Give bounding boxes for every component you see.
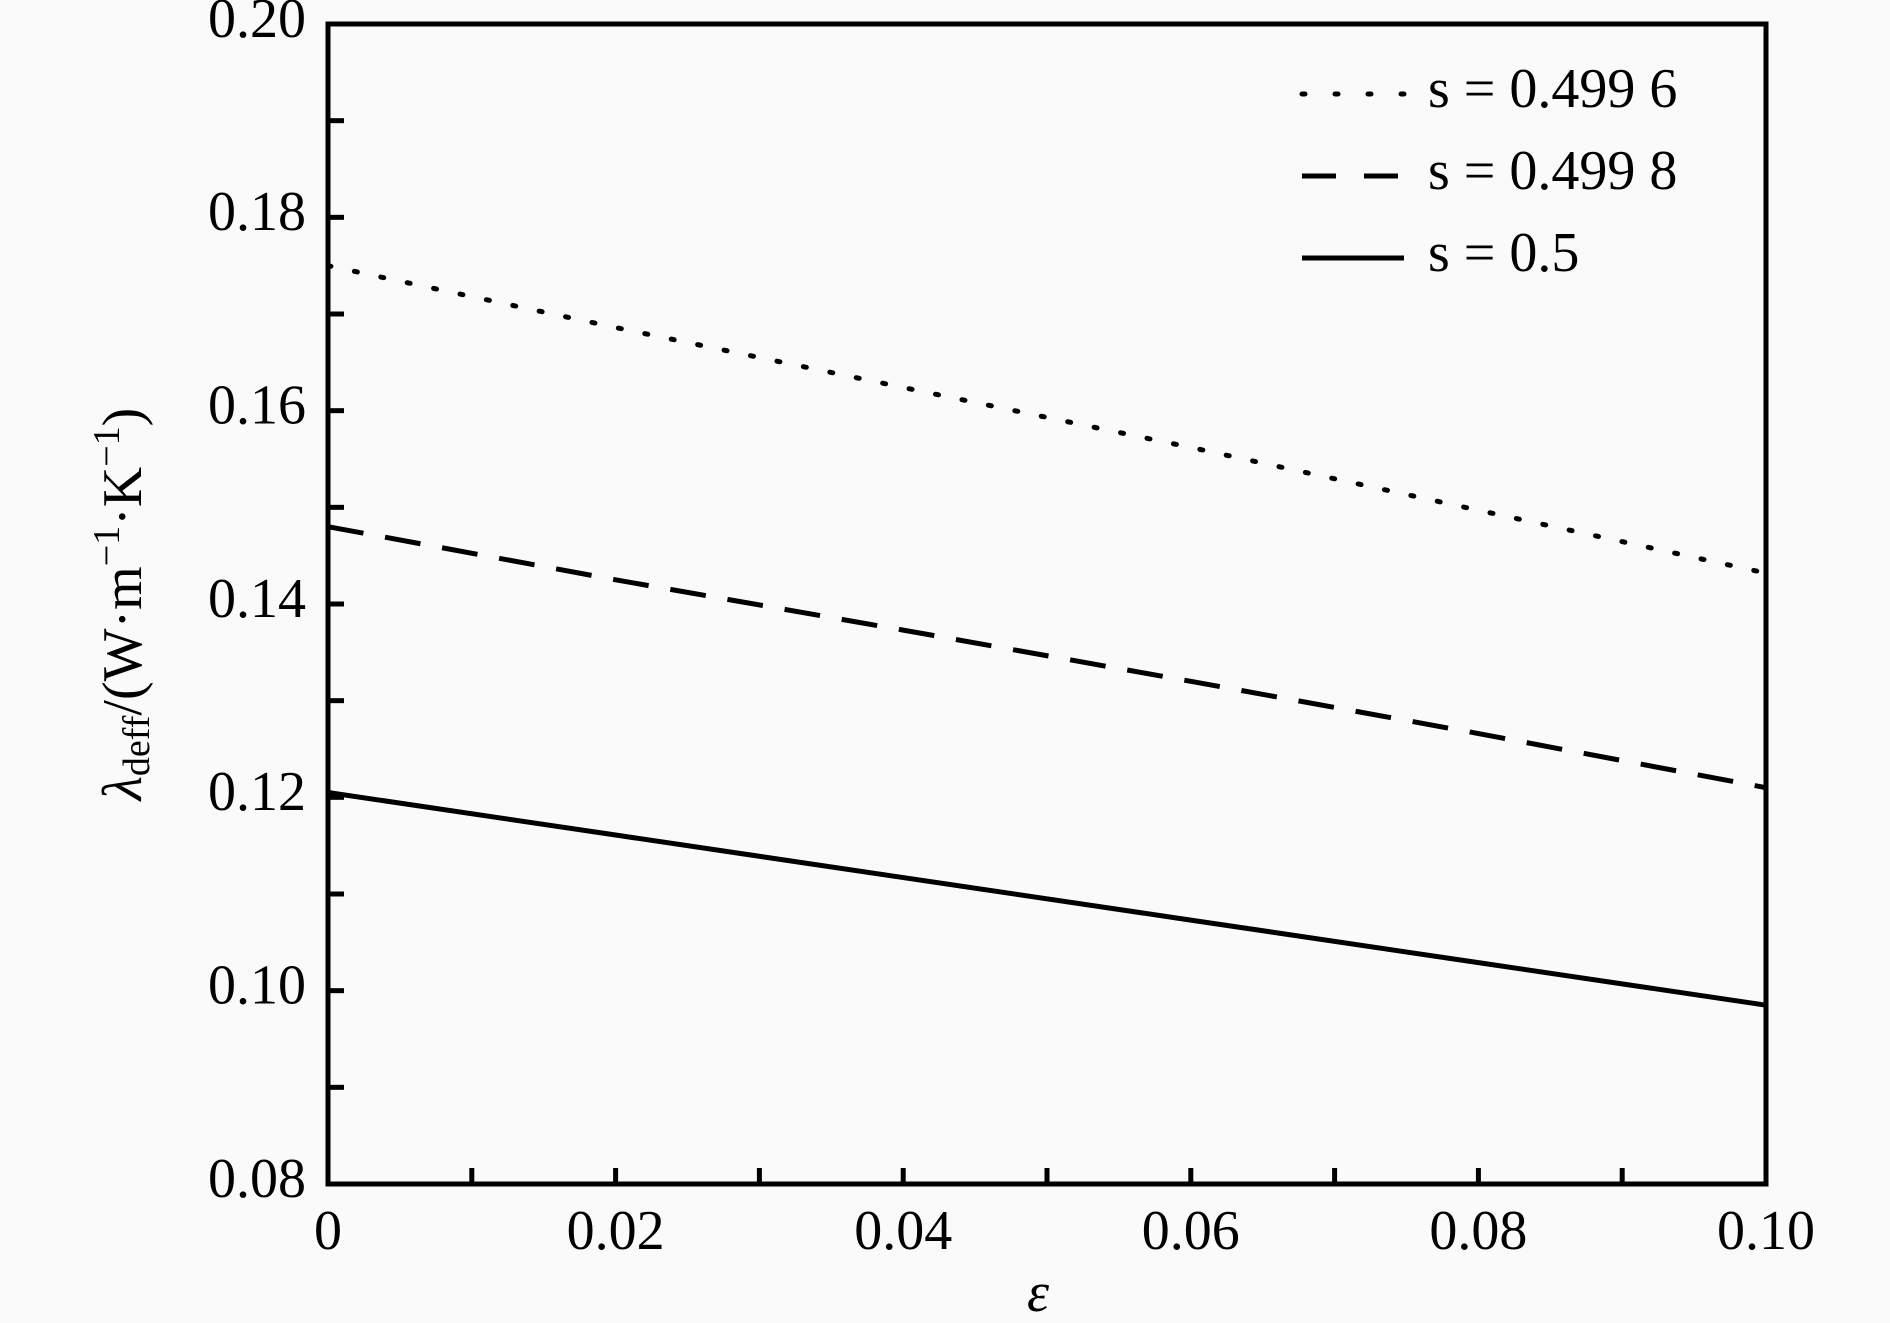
y-label-sup: −1 bbox=[86, 426, 128, 466]
x-axis-label: ε bbox=[1027, 1262, 1050, 1323]
y-tick-label: 0.14 bbox=[208, 568, 306, 630]
plot-frame bbox=[325, 21, 1769, 1187]
y-label-symbol: λ bbox=[92, 776, 154, 802]
x-tick-label: 0.08 bbox=[1429, 1200, 1527, 1262]
y-axis-label: λdeff/(W·m−1·K−1) bbox=[86, 408, 158, 803]
x-tick-label: 0 bbox=[314, 1200, 342, 1262]
y-label-sub: deff bbox=[116, 715, 158, 776]
x-tick-label: 0.04 bbox=[854, 1200, 952, 1262]
legend-label: s = 0.5 bbox=[1428, 222, 1579, 284]
y-label-sup: −1 bbox=[86, 526, 128, 566]
x-tick-label: 0.06 bbox=[1142, 1200, 1240, 1262]
x-tick-label: 0.02 bbox=[567, 1200, 665, 1262]
y-tick-label: 0.16 bbox=[208, 375, 306, 437]
x-tick-label: 0.10 bbox=[1717, 1200, 1815, 1262]
legend-label: s = 0.499 6 bbox=[1428, 58, 1677, 120]
series-line bbox=[327, 790, 1767, 1008]
y-tick-label: 0.18 bbox=[208, 181, 306, 243]
y-label-unit: ) bbox=[92, 408, 154, 427]
y-tick-label: 0.08 bbox=[208, 1148, 306, 1210]
series-line bbox=[327, 524, 1767, 791]
series-line bbox=[325, 263, 1769, 576]
y-tick-label: 0.10 bbox=[208, 955, 306, 1017]
y-label-unit: ·K bbox=[92, 467, 154, 526]
legend-label: s = 0.499 8 bbox=[1428, 140, 1677, 202]
y-label-unit: /(W·m bbox=[92, 566, 154, 715]
y-tick-label: 0.12 bbox=[208, 761, 306, 823]
y-tick-label: 0.20 bbox=[208, 0, 306, 50]
